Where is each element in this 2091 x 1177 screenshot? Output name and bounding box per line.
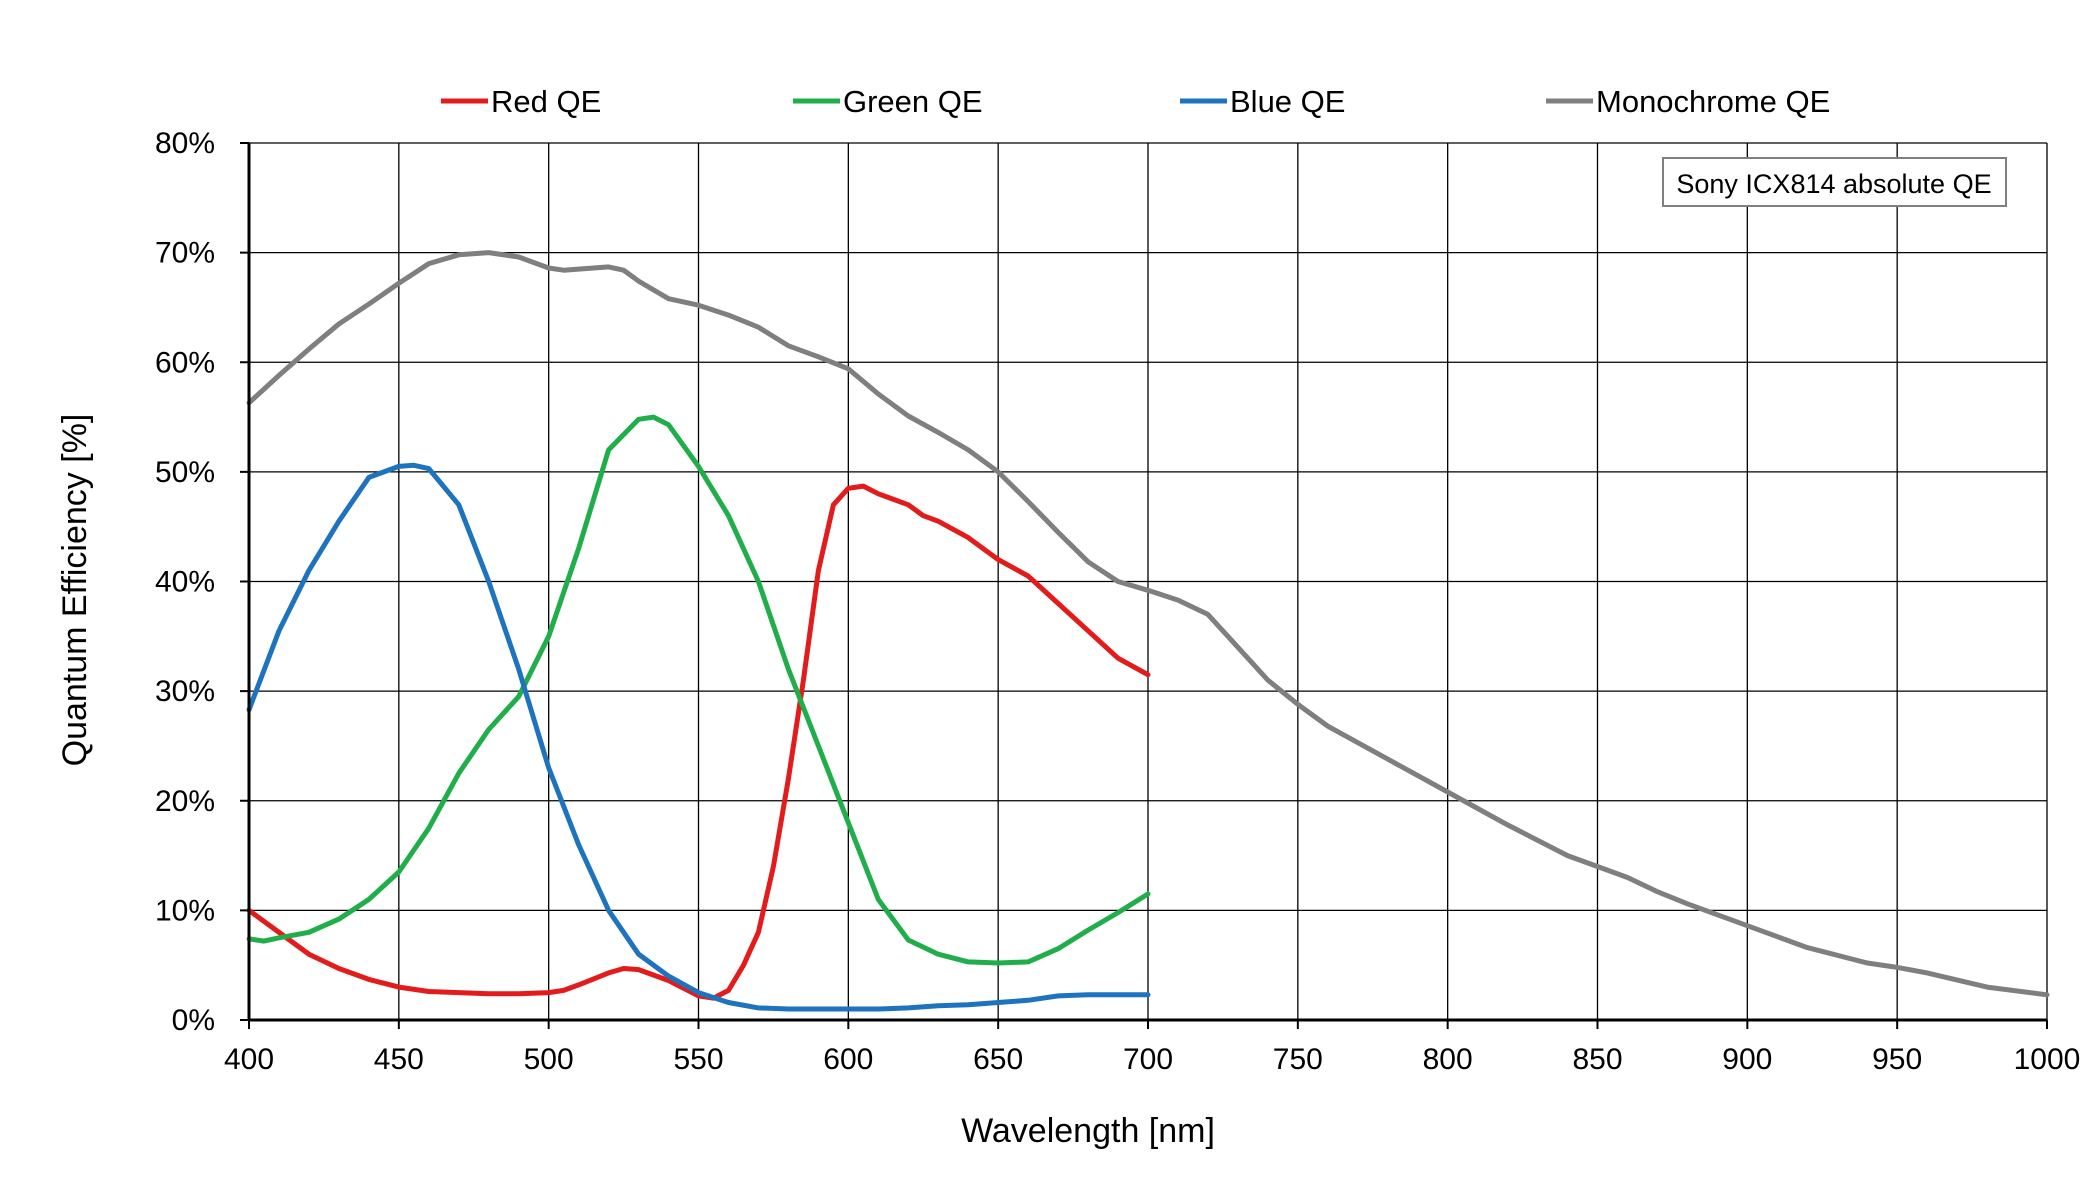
y-tick-label: 60% <box>155 346 215 379</box>
x-tick-label: 950 <box>1872 1043 1922 1076</box>
x-tick-label: 850 <box>1572 1043 1622 1076</box>
legend-label-green-qe: Green QE <box>843 84 983 119</box>
y-tick-label: 20% <box>155 785 215 818</box>
x-tick-label: 900 <box>1722 1043 1772 1076</box>
annotation-box: Sony ICX814 absolute QE <box>1662 157 2007 207</box>
x-tick-label: 550 <box>673 1043 723 1076</box>
grid-lines <box>249 142 2048 1020</box>
series-line-blue-qe <box>246 462 1151 1012</box>
series-line-red-qe <box>246 483 1151 1001</box>
y-axis-title: Quantum Efficiency [%] <box>56 414 94 767</box>
legend-label-red-qe: Red QE <box>491 84 601 119</box>
x-tick-label: 800 <box>1423 1043 1473 1076</box>
x-tick-label: 650 <box>973 1043 1023 1076</box>
tick-labels: 400 450 500 550 600 650 700 750 800 850 900 950 1000… <box>155 127 2080 1076</box>
x-tick-label: 500 <box>524 1043 574 1076</box>
y-tick-label: 30% <box>155 675 215 708</box>
x-tick-label: 1000 <box>2014 1043 2081 1076</box>
legend: Red QE Green QE Blue QE Monochrome QE <box>441 84 1830 119</box>
legend-label-blue-qe: Blue QE <box>1230 84 1345 119</box>
x-tick-label: 450 <box>374 1043 424 1076</box>
y-tick-label: 10% <box>155 894 215 927</box>
annotation-text: Sony ICX814 absolute QE <box>1676 169 1991 199</box>
series-line-monochrome-qe <box>246 250 2050 998</box>
axes <box>240 142 2048 1029</box>
y-tick-label: 50% <box>155 456 215 489</box>
x-tick-label: 750 <box>1273 1043 1323 1076</box>
y-tick-label: 80% <box>155 127 215 160</box>
x-tick-label: 400 <box>224 1043 274 1076</box>
y-tick-label: 40% <box>155 566 215 599</box>
x-tick-label: 600 <box>823 1043 873 1076</box>
legend-label-monochrome-qe: Monochrome QE <box>1596 84 1830 119</box>
series-line-green-qe <box>246 414 1151 966</box>
x-tick-label: 700 <box>1123 1043 1173 1076</box>
y-tick-label: 70% <box>155 237 215 270</box>
y-tick-label: 0% <box>172 1004 215 1037</box>
series-lines <box>246 250 2050 1012</box>
x-axis-title: Wavelength [nm] <box>961 1112 1215 1150</box>
